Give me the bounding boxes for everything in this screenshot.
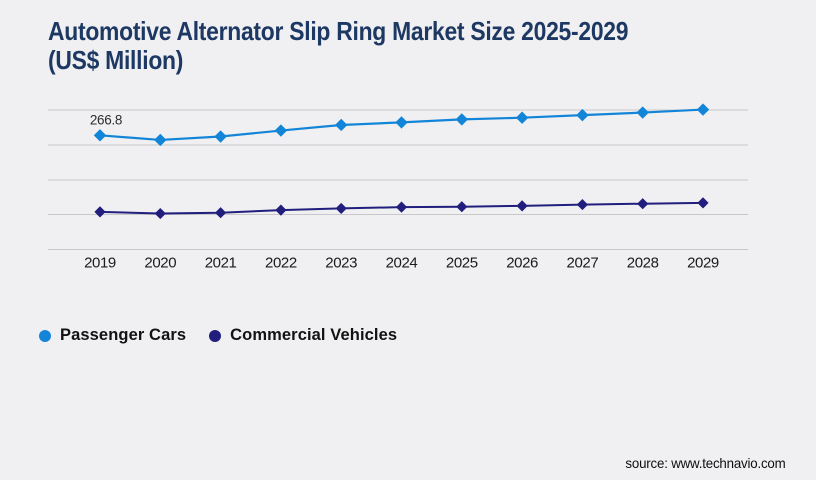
legend-marker-passenger-cars	[39, 329, 51, 342]
x-axis-label-2022: 2022	[265, 255, 297, 272]
passenger-cars-point-2027	[576, 108, 589, 122]
chart-title-line1: Automotive Alternator Slip Ring Market S…	[48, 16, 629, 46]
commercial-vehicles-point-2020	[154, 207, 166, 220]
legend-label-passenger-cars: Passenger Cars	[60, 326, 187, 344]
passenger-cars-point-2021	[214, 130, 227, 143]
chart-title: Automotive Alternator Slip Ring Market S…	[48, 17, 628, 75]
commercial-vehicles-point-2028	[637, 198, 649, 210]
chart-title-line2: (US$ Million)	[48, 45, 184, 75]
commercial-vehicles-point-2025	[456, 201, 468, 213]
commercial-vehicles-point-2024	[395, 201, 408, 213]
passenger-cars-point-2023	[335, 118, 348, 132]
passenger-cars-point-2024	[395, 116, 408, 129]
x-axis-label-2020: 2020	[144, 255, 176, 272]
x-axis-label-2027: 2027	[567, 255, 599, 272]
x-axis-label-2026: 2026	[506, 255, 538, 272]
commercial-vehicles-point-2019	[94, 206, 106, 218]
legend-item-commercial-vehicles: Commercial Vehicles	[209, 326, 397, 345]
commercial-vehicles-point-2021	[215, 207, 227, 219]
source-attribution: source: www.technavio.com	[625, 455, 786, 471]
legend-item-passenger-cars: Passenger Cars	[39, 326, 186, 345]
x-axis-label-2029: 2029	[687, 255, 719, 272]
commercial-vehicles-point-2027	[576, 198, 588, 211]
legend-marker-commercial-vehicles	[209, 329, 222, 342]
commercial-vehicles-point-2023	[335, 202, 347, 215]
chart-legend: Passenger Cars Commercial Vehicles	[39, 326, 397, 345]
passenger-cars-point-2028	[636, 106, 649, 119]
passenger-cars-point-2022	[274, 124, 288, 137]
passenger-cars-point-2019	[93, 129, 107, 142]
legend-label-commercial-vehicles: Commercial Vehicles	[230, 326, 398, 344]
x-axis-label-2019: 2019	[84, 255, 116, 272]
passenger-cars-point-2029	[696, 103, 710, 116]
passenger-cars-point-2026	[515, 111, 529, 124]
commercial-vehicles-point-2029	[697, 197, 709, 209]
x-axis-label-2023: 2023	[325, 255, 357, 272]
passenger-cars-point-2025	[455, 113, 468, 126]
x-axis-label-2028: 2028	[627, 255, 659, 272]
commercial-vehicles-point-2022	[275, 204, 287, 216]
passenger-cars-point-2020	[154, 133, 167, 147]
data-label-2019: 266.8	[90, 112, 122, 127]
x-axis-label-2025: 2025	[446, 255, 478, 272]
x-axis-label-2021: 2021	[205, 255, 237, 272]
x-axis-label-2024: 2024	[386, 255, 418, 272]
commercial-vehicles-point-2026	[516, 200, 528, 212]
